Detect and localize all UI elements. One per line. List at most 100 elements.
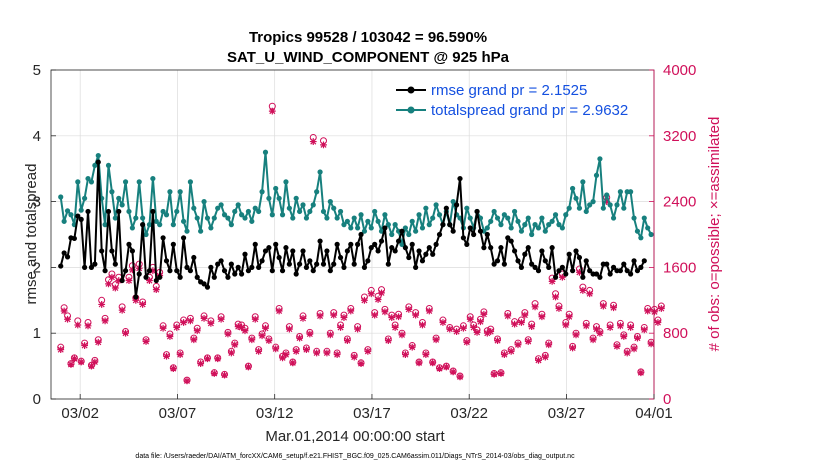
x-tick-label: 04/01 [635,405,673,422]
totalspread-point [218,202,224,208]
obs-assimilated-point [67,361,75,368]
totalspread-point [583,208,589,215]
totalspread-point [556,222,562,228]
obs-assimilated-point [637,369,645,377]
rmse-point [481,245,487,251]
legend-rmse-label: rmse grand pr = 2.1525 [431,82,587,99]
obs-assimilated-point [384,337,392,345]
rmse-point [406,254,412,261]
obs-assimilated-point [238,324,245,331]
totalspread-point [126,208,132,215]
rmse-point [180,235,187,241]
rmse-point [314,261,320,267]
obs-assimilated-point [180,319,187,326]
obs-assimilated-point [350,353,358,361]
left-y-tick-label: 2 [33,259,41,276]
left-y-tick-label: 0 [33,391,41,408]
obs-assimilated-point [268,107,276,115]
obs-assimilated-point [616,322,624,330]
obs-assimilated-point [432,336,440,344]
totalspread-point [105,162,112,169]
totalspread-point [184,228,190,234]
obs-assimilated-point [504,312,512,320]
obs-assimilated-point [473,328,481,336]
left-y-tick-label: 4 [33,128,41,145]
totalspread-point [262,149,269,155]
totalspread-point [167,189,173,195]
rmse-point [494,258,501,264]
rmse-point [95,159,101,165]
obs-assimilated-point [572,331,580,339]
totalspread-point [119,202,125,208]
rmse-point [576,254,583,261]
obs-assimilated-point [449,368,457,376]
totalspread-point [399,241,405,247]
obs-assimilated-point [627,324,635,331]
rmse-point [378,238,385,244]
totalspread-point [419,225,426,231]
obs-assimilated-point [146,277,153,284]
totalspread-point [252,205,258,211]
obs-assimilated-point [541,353,549,361]
obs-assimilated-point [285,325,293,333]
rmse-point [419,258,426,264]
totalspread-point [423,205,429,211]
obs-assimilated-point [149,267,157,275]
rmse-point [252,241,258,247]
obs-assimilated-point [364,347,372,355]
rmse-point [177,274,183,280]
obs-assimilated-point [139,301,147,308]
rmse-point [570,268,576,274]
rmse-point [525,245,531,251]
obs-assimilated-point [361,296,368,304]
obs-assimilated-point [374,296,382,303]
totalspread-point [112,215,118,221]
rmse-point [416,248,422,254]
obs-assimilated-point [272,345,280,353]
obs-assimilated-point [74,321,82,329]
obs-assimilated-point [125,277,133,284]
rmse-point [303,264,310,270]
left-y-axis-ticks: 0 1 2 3 4 5 [33,62,56,408]
rmse-point [133,294,139,300]
totalspread-point [375,218,381,224]
obs-assimilated-point [88,362,95,370]
totalspread-point [518,228,525,234]
obs-assimilated-point [333,351,341,358]
totalspread-point [245,208,252,215]
chart-title-line2: SAT_U_WIND_COMPONENT @ 925 hPa [227,49,510,66]
totalspread-point [201,199,207,205]
rmse-point [238,271,245,277]
totalspread-point [194,215,200,221]
totalspread-point [331,205,337,211]
rmse-point [129,248,135,254]
obs-assimilated-point [204,355,211,363]
rmse-point [191,254,197,261]
obs-assimilated-point [265,337,273,345]
obs-assimilated-point [248,336,256,344]
rmse-point [150,208,156,215]
obs-assimilated-point [227,349,235,357]
obs-assimilated-point [483,329,491,337]
totalspread-point [249,218,255,224]
rmse-point [75,213,81,219]
totalspread-point [116,195,122,201]
totalspread-point [286,205,292,211]
obs-assimilated-point [395,313,402,321]
totalspread-point [344,218,350,224]
rmse-point [225,274,231,280]
rmse-point [392,248,398,254]
totalspread-point [570,185,576,192]
rmse-point [102,268,108,274]
totalspread-point [590,199,596,205]
rmse-point [546,264,552,270]
obs-assimilated-point [159,324,167,332]
rmse-point [511,248,518,254]
totalspread-point [163,212,170,218]
totalspread-point [430,215,436,221]
rmse-point [300,248,306,254]
obs-assimilated-point [169,365,177,372]
obs-assimilated-point [412,311,420,319]
obs-assimilated-point [163,352,170,360]
